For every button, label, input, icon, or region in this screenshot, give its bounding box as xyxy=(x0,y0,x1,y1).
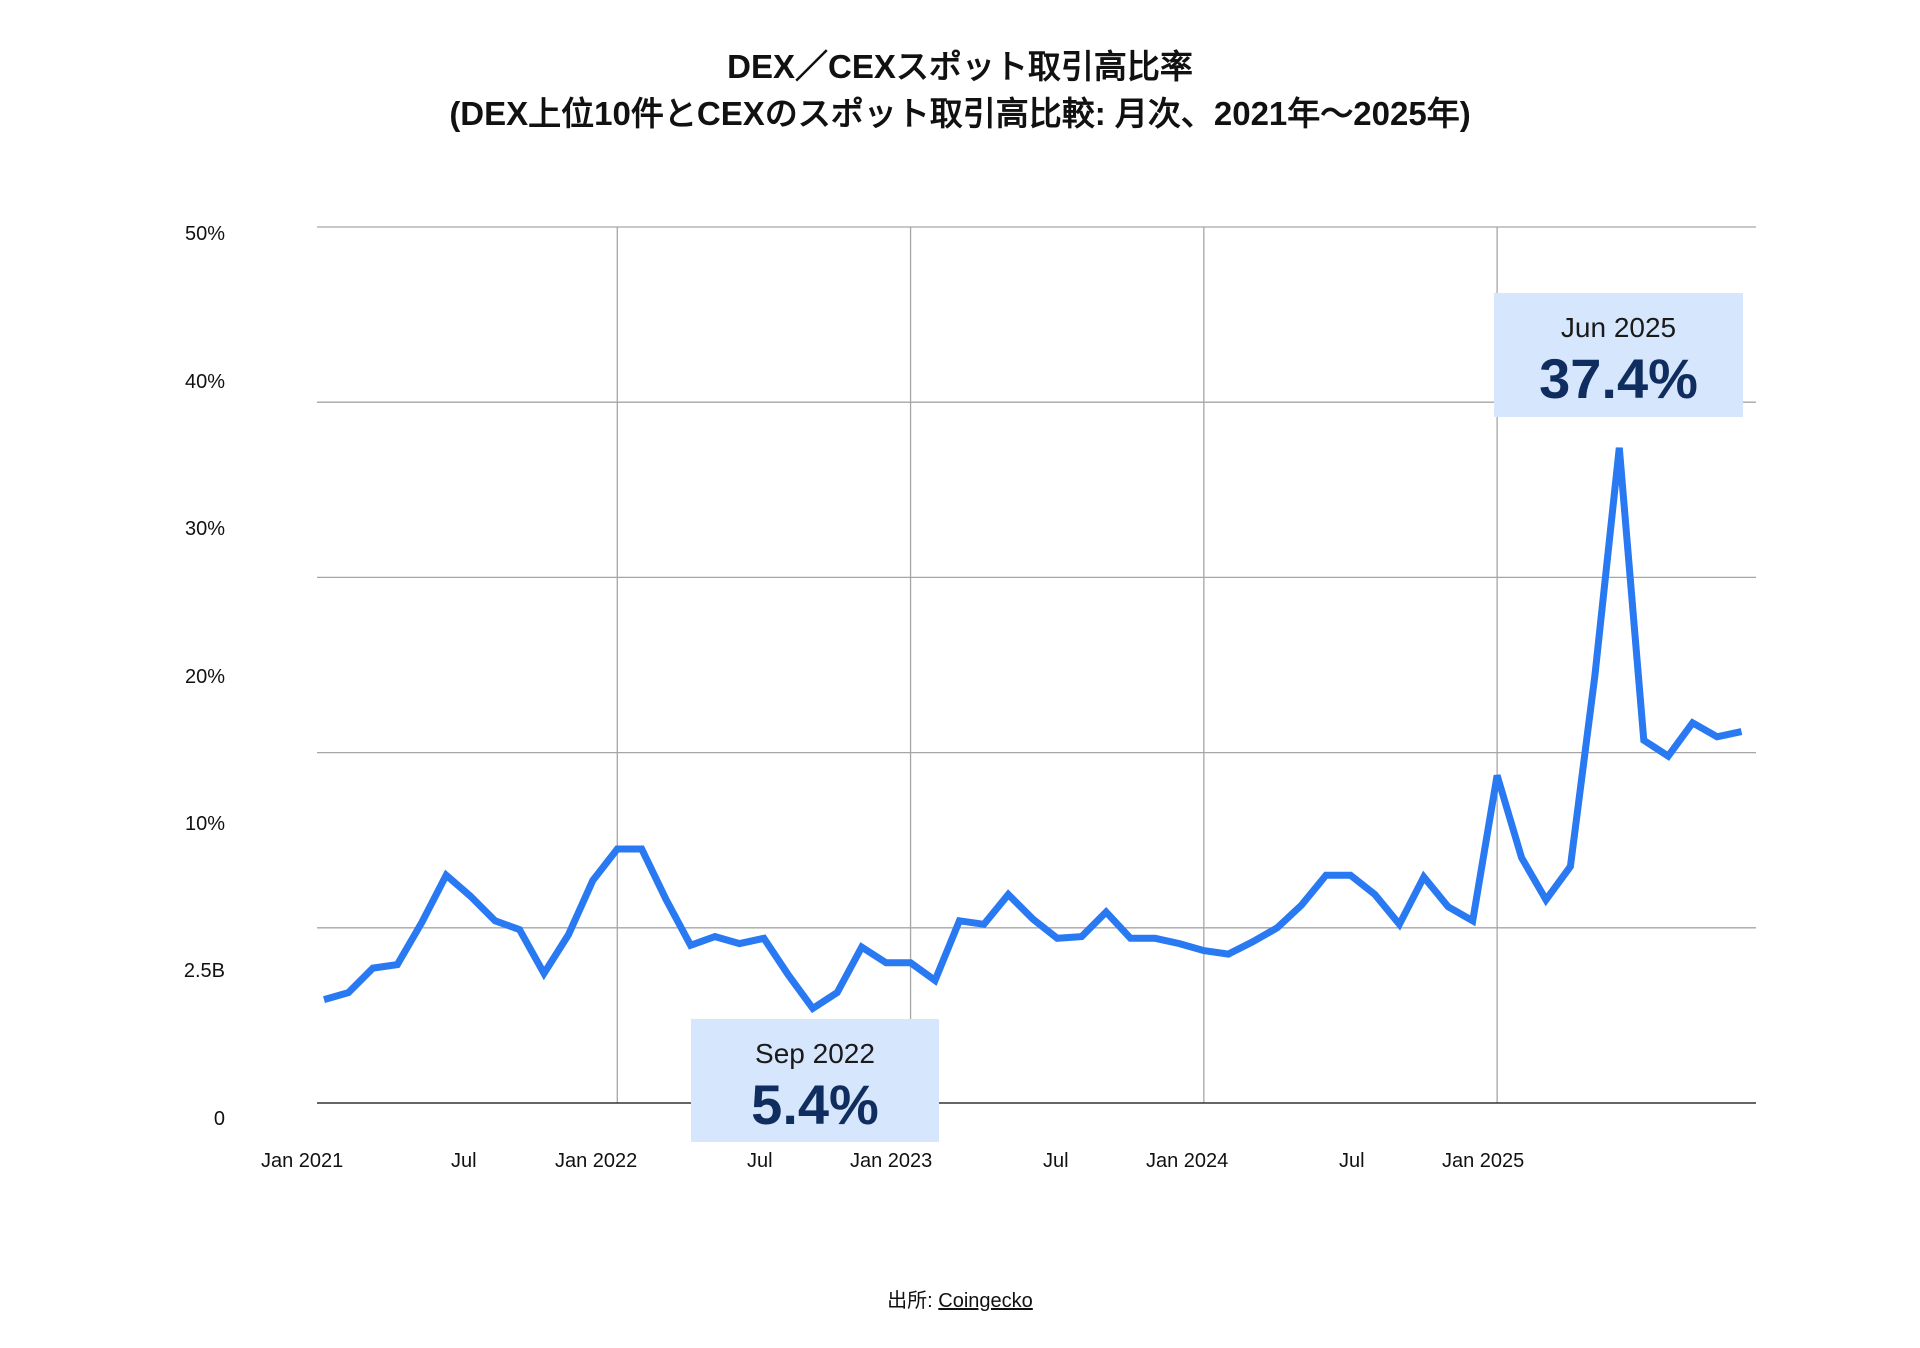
y-tick-label: 50% xyxy=(184,223,225,245)
annotation-value: 37.4% xyxy=(1539,347,1698,410)
annotation-date: Sep 2022 xyxy=(755,1038,875,1069)
y-tick-label: 20% xyxy=(184,666,225,688)
chart-title: DEX／CEXスポット取引高比率 xyxy=(727,48,1193,85)
x-tick-label: Jan 2023 xyxy=(850,1150,933,1172)
y-tick-label: 2.5B xyxy=(183,960,225,982)
x-tick-label: Jan 2021 xyxy=(261,1150,344,1172)
x-tick-label: Jul xyxy=(747,1150,773,1172)
annotation-low: Sep 2022 5.4% xyxy=(691,1019,939,1142)
x-tick-label: Jan 2022 xyxy=(555,1150,638,1172)
y-tick-label: 40% xyxy=(184,371,225,393)
annotation-peak: Jun 2025 37.4% xyxy=(1494,293,1743,417)
source-prefix: 出所: xyxy=(887,1290,939,1312)
x-tick-label: Jul xyxy=(1339,1150,1365,1172)
x-tick-label: Jan 2024 xyxy=(1146,1150,1229,1172)
y-tick-label: 10% xyxy=(184,813,225,835)
source-link[interactable]: Coingecko xyxy=(938,1290,1033,1312)
x-tick-label: Jul xyxy=(451,1150,477,1172)
y-tick-label: 30% xyxy=(184,518,225,540)
x-tick-label: Jan 2025 xyxy=(1442,1150,1525,1172)
y-tick-label: 0 xyxy=(213,1108,225,1130)
chart-subtitle: (DEX上位10件とCEXのスポット取引高比較: 月次、2021年～2025年) xyxy=(449,95,1471,132)
annotation-date: Jun 2025 xyxy=(1560,312,1677,343)
source-note: 出所: Coingecko xyxy=(0,1284,1920,1313)
annotation-value: 5.4% xyxy=(751,1073,879,1136)
ratio-line-series xyxy=(323,447,1743,1014)
x-tick-label: Jul xyxy=(1043,1150,1069,1172)
